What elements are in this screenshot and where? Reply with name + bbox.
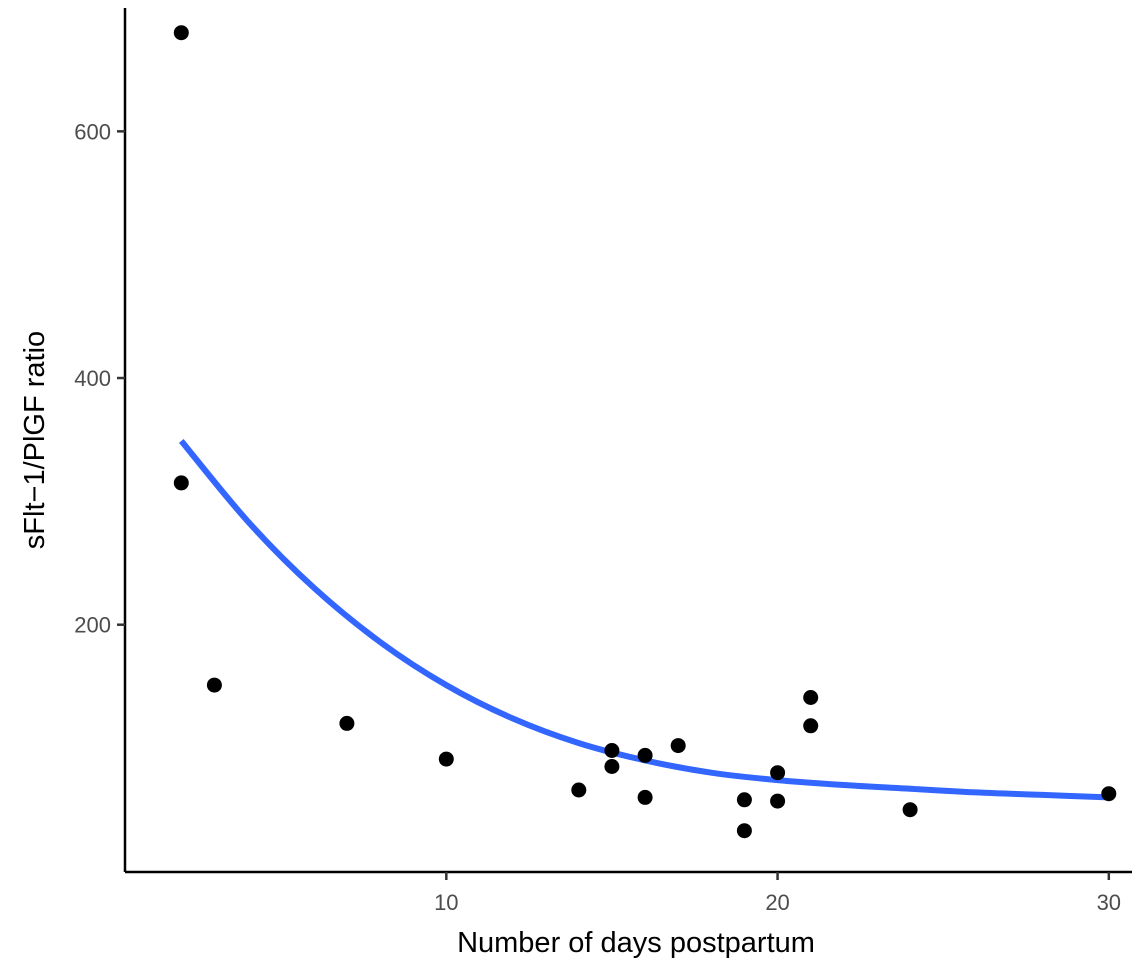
data-point (902, 802, 918, 818)
x-tick-label: 30 (1097, 890, 1121, 915)
points-layer (173, 25, 1117, 839)
data-point (604, 759, 620, 774)
y-tick-label: 400 (74, 366, 111, 391)
fit-curve (178, 438, 1109, 801)
data-point (803, 690, 819, 705)
fit-curve-layer (178, 438, 1109, 801)
data-point (173, 475, 189, 491)
data-point (736, 823, 752, 839)
data-point (637, 789, 653, 805)
data-point (173, 25, 189, 41)
data-point (803, 718, 819, 734)
x-axis-ticks: 10 20 30 (434, 872, 1121, 915)
plot-area (173, 25, 1117, 839)
y-tick-label: 200 (74, 613, 111, 638)
y-tick-label: 600 (74, 119, 111, 144)
x-tick-label: 20 (765, 890, 789, 915)
data-point (571, 782, 587, 798)
data-point (670, 738, 686, 754)
y-axis-title: sFlt−1/PlGF ratio (19, 331, 51, 549)
data-point (637, 747, 653, 763)
y-axis-ticks: 200 400 600 (74, 119, 125, 638)
data-point (736, 792, 752, 808)
data-point (438, 751, 454, 767)
x-axis-title: Number of days postpartum (457, 927, 815, 959)
data-point (604, 743, 620, 758)
data-point (339, 715, 355, 731)
data-point (206, 677, 222, 693)
data-point (1101, 786, 1117, 802)
data-point (770, 765, 786, 781)
x-tick-label: 10 (434, 890, 458, 915)
data-point (770, 793, 786, 809)
